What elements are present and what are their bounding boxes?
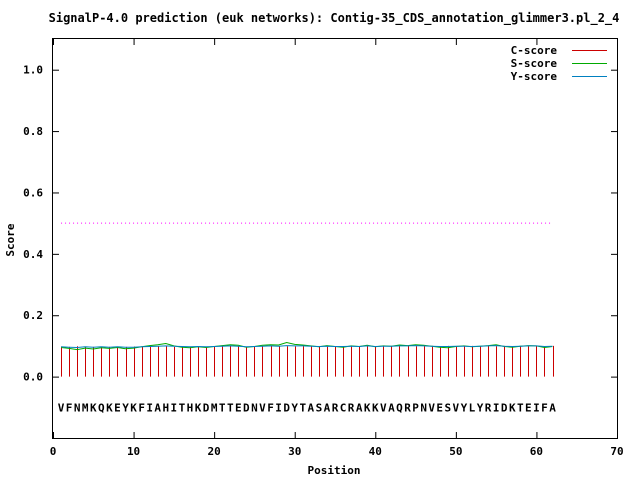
x-tick-label: 60	[530, 445, 543, 458]
residue-letter: D	[283, 401, 290, 414]
residue-letter: N	[74, 401, 81, 414]
legend-label: S-score	[511, 57, 558, 70]
y-score-line	[61, 345, 553, 349]
residue-letter: E	[235, 401, 242, 414]
residue-letter: K	[90, 401, 97, 414]
residue-letter: R	[348, 401, 355, 414]
residue-letter: K	[364, 401, 371, 414]
residue-letter: L	[469, 401, 476, 414]
residue-letter: K	[195, 401, 202, 414]
residue-letter: Y	[461, 401, 468, 414]
score-lines	[61, 341, 553, 351]
residue-letter: K	[106, 401, 113, 414]
y-tick-label: 1.0	[23, 64, 43, 77]
residue-letter: T	[227, 401, 234, 414]
residue-letter: A	[308, 401, 315, 414]
residue-letter: V	[58, 401, 65, 414]
residue-letter: N	[251, 401, 258, 414]
residue-letter: I	[146, 401, 153, 414]
residue-letter: R	[404, 401, 411, 414]
residue-letter: T	[179, 401, 186, 414]
y-tick-label: 0.4	[23, 248, 43, 261]
plot-frame	[52, 38, 618, 439]
residue-letter: I	[493, 401, 500, 414]
residue-letter: Y	[291, 401, 298, 414]
residue-letter: H	[187, 401, 194, 414]
residue-letter: F	[138, 401, 145, 414]
residue-letter: A	[324, 401, 331, 414]
residue-letter: I	[275, 401, 282, 414]
residue-letter: S	[444, 401, 451, 414]
residue-letter: D	[501, 401, 508, 414]
residue-letter: I	[171, 401, 178, 414]
residue-letter: K	[130, 401, 137, 414]
x-axis-label: Position	[308, 464, 361, 477]
x-tick-label: 50	[449, 445, 462, 458]
residue-letter: P	[412, 401, 419, 414]
residue-letter: R	[485, 401, 492, 414]
residue-letter: Q	[98, 401, 105, 414]
x-tick-label: 10	[127, 445, 140, 458]
residue-letter: H	[162, 401, 169, 414]
residue-letter: F	[66, 401, 73, 414]
y-tick-label: 0.0	[23, 371, 43, 384]
residue-letter: N	[420, 401, 427, 414]
residue-letter: A	[388, 401, 395, 414]
residue-letter: C	[340, 401, 347, 414]
y-tick-label: 0.2	[23, 309, 43, 322]
residue-letter: E	[525, 401, 532, 414]
residue-letter: V	[453, 401, 460, 414]
y-axis-label: Score	[4, 223, 17, 256]
residue-letter: F	[541, 401, 548, 414]
residue-letter: Y	[477, 401, 484, 414]
x-tick-label: 0	[50, 445, 57, 458]
x-tick-label: 30	[288, 445, 301, 458]
residue-letter: M	[211, 401, 218, 414]
residue-letter: V	[428, 401, 435, 414]
residue-letter: V	[259, 401, 266, 414]
residue-letter: D	[243, 401, 250, 414]
residue-letter: A	[356, 401, 363, 414]
residue-letter: V	[380, 401, 387, 414]
residue-letter: Y	[122, 401, 129, 414]
y-tick-label: 0.6	[23, 186, 43, 199]
residue-letter: T	[219, 401, 226, 414]
x-tick-label: 40	[369, 445, 382, 458]
residue-letter: E	[436, 401, 443, 414]
residue-letter: E	[114, 401, 121, 414]
residue-letter: K	[372, 401, 379, 414]
residue-letter: Q	[396, 401, 403, 414]
c-score-impulses	[61, 345, 554, 377]
x-tick-label: 70	[610, 445, 623, 458]
residue-letter: M	[82, 401, 89, 414]
residue-letter: T	[299, 401, 306, 414]
residue-letter: I	[533, 401, 540, 414]
residue-letter: T	[517, 401, 524, 414]
y-tick-label: 0.8	[23, 125, 43, 138]
residue-letter: F	[267, 401, 274, 414]
residue-letter: A	[154, 401, 161, 414]
legend-label: C-score	[511, 44, 558, 57]
x-tick-label: 20	[208, 445, 221, 458]
legend-label: Y-score	[511, 70, 558, 83]
chart-title: SignalP-4.0 prediction (euk networks): C…	[49, 11, 620, 26]
residue-letter: A	[549, 401, 556, 414]
residue-letter: R	[332, 401, 339, 414]
axis-ticks: 0 10 20 30 40 50 60 70 0.0 0.2 0.4 0.6 0.8 1.0	[23, 39, 624, 458]
residue-letter: D	[203, 401, 210, 414]
residue-letter: K	[509, 401, 516, 414]
residue-letter: S	[316, 401, 323, 414]
